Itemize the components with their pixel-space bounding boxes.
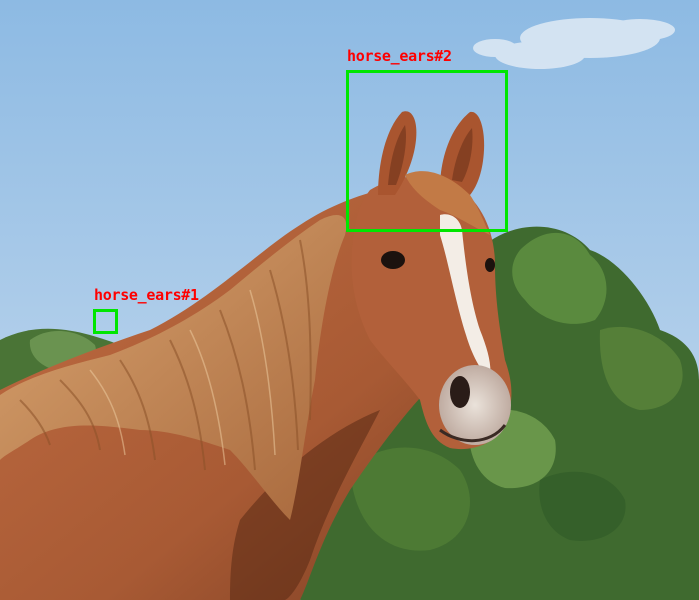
horse-muzzle [439,365,511,445]
neck-shadow [230,410,380,600]
horse-mane [0,215,347,520]
mane-strands [19,239,312,471]
horse-ears-2-label: horse_ears#2 [347,47,452,65]
clouds [473,18,675,69]
horse-ears-1-label: horse_ears#1 [94,286,199,304]
horse-forelock [405,171,490,235]
horse-blaze [440,214,491,380]
horse-eye [381,251,405,269]
horse-ears-2-box [346,70,508,232]
horse-nostril [450,376,470,408]
horse-mouth [439,424,507,443]
horse-ears-1-box [93,309,118,334]
